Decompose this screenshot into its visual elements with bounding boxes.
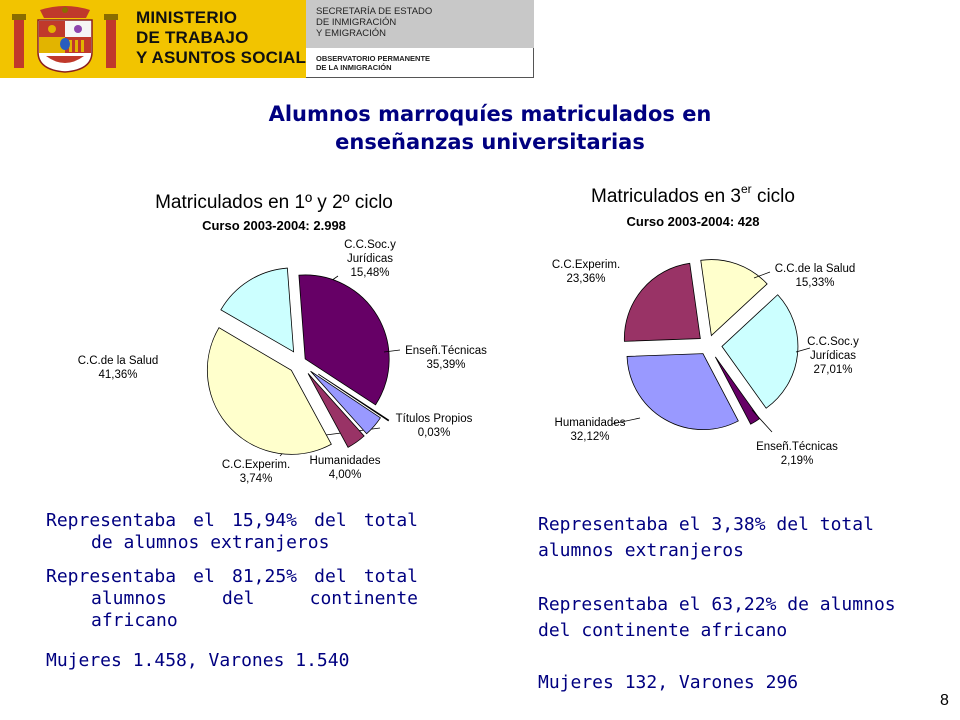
secretaria-line: Y EMIGRACIÓN [316,28,387,39]
pie-charts: Matriculados en 1º y 2º ciclo Curso 2003-… [78,182,859,485]
secretaria-box [306,0,534,48]
slice-value-label: 0,03% [418,427,451,439]
pie-slice [220,267,295,353]
slice-value-label: 23,36% [566,273,605,285]
page-number: 8 [940,692,949,709]
slice-category-label: Jurídicas [810,350,856,362]
observatorio-line: OBSERVATORIO PERMANENTE [316,54,431,63]
slice-category-label: C.C.de la Salud [775,263,856,275]
header-bar: MINISTERIO DE TRABAJO Y ASUNTOS SOCIALES… [0,0,960,78]
slice-value-label: 41,36% [98,369,137,381]
ministry-line: DE TRABAJO [136,28,249,47]
ministry-line: MINISTERIO [136,8,238,27]
leader-line [383,349,401,353]
leader-line [753,271,771,279]
ministry-line: Y ASUNTOS SOCIALES [136,48,330,67]
stats-right: Representaba el 3,38% del total alumnos … [538,512,938,706]
slice-category-label: C.C.Experim. [222,459,290,471]
pie-slice [623,262,701,342]
pie-slice [298,274,390,406]
stat-text: Representaba el 15,94% del total de alum… [46,510,418,553]
pie-slice [206,327,332,455]
slice-category-label: Jurídicas [347,253,393,265]
stat-text: Representaba el 63,22% de alumnos del co… [538,594,896,641]
stat-text: Representaba el 3,38% del total alumnos … [538,514,874,561]
stat-text: Representaba el 81,25% del total alumnos… [46,566,418,631]
chart-subtitle: Curso 2003-2004: 428 [627,214,760,229]
secretaria-line: SECRETARÍA DE ESTADO [316,6,433,17]
observatorio-label: OBSERVATORIO PERMANENTE DE LA INMIGRACIÓ… [316,54,430,72]
slice-value-label: 15,48% [350,267,389,279]
slice-value-label: 3,74% [240,473,273,485]
slice-category-label: Títulos Propios [396,413,473,425]
pie-slice [626,353,739,431]
slice-value-label: 4,00% [329,469,362,481]
leader-line [751,409,773,433]
chart-title: Matriculados en 1º y 2º ciclo [155,192,393,213]
pie-slice [310,370,381,435]
coat-of-arms-icon [12,6,118,73]
ministry-name: MINISTERIO DE TRABAJO Y ASUNTOS SOCIALES [136,8,329,68]
slice-value-label: 32,12% [570,431,609,443]
pie-slice [721,294,799,409]
page-title-line: Alumnos marroquíes matriculados en [268,102,712,126]
slice-value-label: 15,33% [795,277,834,289]
leader-line [795,347,811,353]
stats-left: Representaba el 15,94% del total de alum… [46,510,418,684]
observatorio-line: DE LA INMIGRACIÓN [316,63,392,72]
slice-value-label: 27,01% [813,364,852,376]
pie-slice [700,259,768,337]
chart-subtitle: Curso 2003-2004: 2.998 [202,218,346,233]
secretaria-label: SECRETARÍA DE ESTADO DE INMIGRACIÓN Y EM… [316,6,432,39]
slice-category-label: Humanidades [555,417,626,429]
slice-category-label: Enseñ.Técnicas [405,345,487,357]
slice-value-label: 35,39% [426,359,465,371]
stat-text: Mujeres 1.458, Varones 1.540 [46,650,350,671]
slice-category-label: Enseñ.Técnicas [756,441,838,453]
stat-text: Mujeres 132, Varones 296 [538,672,799,693]
observatorio-box [306,48,534,78]
slice-value-label: 2,19% [781,455,814,467]
pie-slice [307,373,365,448]
slice-category-label: Humanidades [310,455,381,467]
slice-category-label: C.C.de la Salud [78,355,159,367]
chart-title: Matriculados en 3er ciclo [591,182,795,207]
pie-slice [318,373,390,422]
slice-category-label: C.C.Soc.y [344,239,396,251]
leader-line [611,417,641,425]
page-title-line: enseñanzas universitarias [335,130,645,154]
secretaria-line: DE INMIGRACIÓN [316,17,397,28]
page-title: Alumnos marroquíes matriculados en enseñ… [160,100,820,156]
slice-category-label: C.C.Experim. [552,259,620,271]
ministry-logo-block: MINISTERIO DE TRABAJO Y ASUNTOS SOCIALES [0,0,329,78]
slice-category-label: C.C.Soc.y [807,336,859,348]
